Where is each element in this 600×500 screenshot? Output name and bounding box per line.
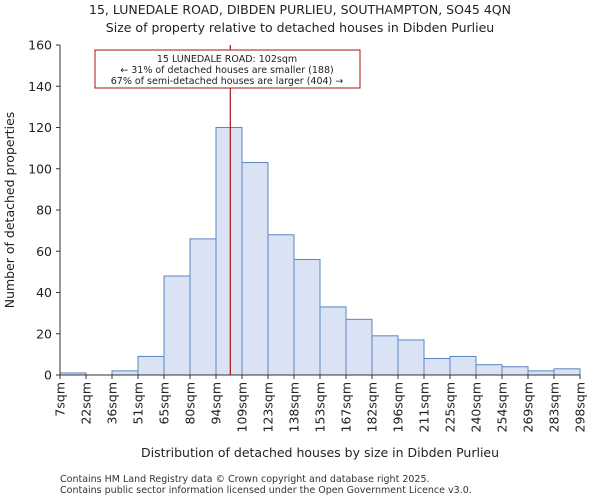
footer-licence: Contains public sector information licen… xyxy=(60,485,472,496)
y-tick-label: 120 xyxy=(28,120,52,135)
histogram-bar-196sqm xyxy=(397,339,425,376)
x-tick-label-240sqm: 240sqm xyxy=(469,382,484,432)
x-tick-label-65sqm: 65sqm xyxy=(157,382,172,425)
annotation-line-smaller: ← 31% of detached houses are smaller (18… xyxy=(120,65,333,76)
histogram-bar-51sqm xyxy=(137,355,165,376)
histogram-bar-36sqm xyxy=(111,370,139,376)
histogram-bar-109sqm xyxy=(241,162,269,376)
x-tick-label-167sqm: 167sqm xyxy=(339,382,354,432)
annotation-line-larger: 67% of semi-detached houses are larger (… xyxy=(111,76,344,87)
x-tick-label-51sqm: 51sqm xyxy=(131,382,146,425)
chart-title: 15, LUNEDALE ROAD, DIBDEN PURLIEU, SOUTH… xyxy=(89,2,511,17)
x-tick-label-254sqm: 254sqm xyxy=(495,382,510,432)
x-tick-label-211sqm: 211sqm xyxy=(417,382,432,432)
annotation-line-property: 15 LUNEDALE ROAD: 102sqm xyxy=(157,54,297,65)
y-tick-label: 60 xyxy=(36,244,52,259)
x-tick-label-123sqm: 123sqm xyxy=(261,382,276,432)
x-tick-label-109sqm: 109sqm xyxy=(235,382,250,432)
y-tick-label: 100 xyxy=(28,161,52,176)
histogram-bar-283sqm xyxy=(553,368,581,376)
histogram-bar-211sqm xyxy=(423,358,451,376)
histogram-bar-269sqm xyxy=(527,370,555,376)
annotation-box: 15 LUNEDALE ROAD: 102sqm ← 31% of detach… xyxy=(94,49,361,89)
x-tick-label-94sqm: 94sqm xyxy=(209,382,224,425)
histogram-bar-123sqm xyxy=(267,234,295,376)
x-tick-label-22sqm: 22sqm xyxy=(79,382,94,425)
y-tick-label: 40 xyxy=(36,285,52,300)
x-tick-label-182sqm: 182sqm xyxy=(365,382,380,432)
x-tick-label-196sqm: 196sqm xyxy=(391,382,406,432)
histogram-bar-225sqm xyxy=(449,355,477,376)
annotation-border xyxy=(94,49,361,89)
x-tick-label-138sqm: 138sqm xyxy=(287,382,302,432)
histogram-bar-94sqm xyxy=(215,127,243,376)
chart-subtitle: Size of property relative to detached ho… xyxy=(105,20,495,35)
x-tick-label-36sqm: 36sqm xyxy=(105,382,120,425)
histogram-bar-65sqm xyxy=(163,275,191,376)
y-tick-label: 20 xyxy=(36,326,52,341)
y-tick-label: 160 xyxy=(28,38,52,53)
histogram-bar-138sqm xyxy=(293,259,321,376)
y-tick-label: 80 xyxy=(36,203,52,218)
histogram-bar-182sqm xyxy=(371,335,399,376)
histogram-bar-240sqm xyxy=(475,364,503,376)
histogram-bar-153sqm xyxy=(319,306,347,376)
y-tick-label: 140 xyxy=(28,79,52,94)
x-axis-label: Distribution of detached houses by size … xyxy=(141,445,499,460)
footer-copyright: Contains HM Land Registry data © Crown c… xyxy=(60,474,430,485)
x-tick-label-283sqm: 283sqm xyxy=(547,382,562,432)
x-tick-label-298sqm: 298sqm xyxy=(573,382,588,432)
x-tick-label-225sqm: 225sqm xyxy=(443,382,458,432)
x-tick-label-7sqm: 7sqm xyxy=(53,382,68,417)
y-tick-label: 0 xyxy=(44,368,52,383)
x-tick-label-153sqm: 153sqm xyxy=(313,382,328,432)
histogram-bar-167sqm xyxy=(345,318,373,376)
y-axis-label: Number of detached properties xyxy=(2,112,17,309)
histogram-bar-80sqm xyxy=(189,238,217,376)
x-tick-label-269sqm: 269sqm xyxy=(521,382,536,432)
histogram-bar-254sqm xyxy=(501,366,529,376)
x-tick-label-80sqm: 80sqm xyxy=(183,382,198,425)
